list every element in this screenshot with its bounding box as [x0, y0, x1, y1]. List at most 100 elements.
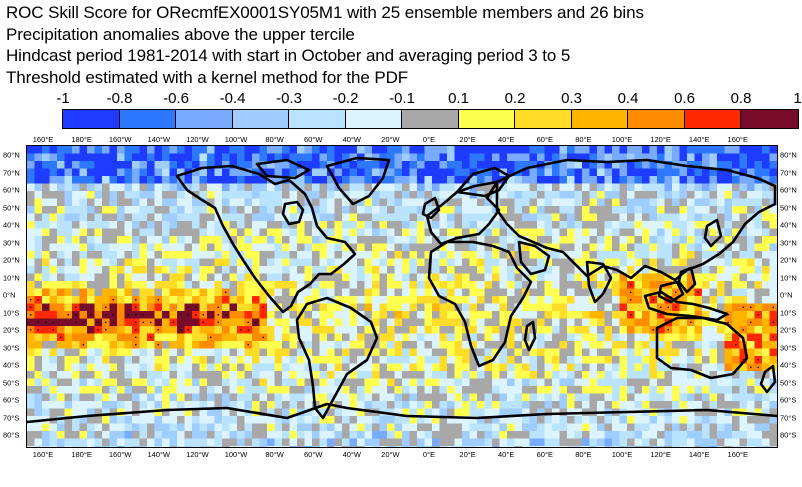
skill-cell — [402, 206, 410, 214]
skill-cell — [657, 228, 665, 237]
skill-cell — [402, 296, 410, 304]
skill-cell — [574, 206, 583, 214]
skill-cell — [87, 251, 95, 259]
skill-cell — [762, 423, 770, 432]
skill-cell — [334, 281, 343, 289]
skill-cell — [769, 446, 777, 447]
skill-cell — [147, 281, 155, 289]
skill-cell — [124, 378, 133, 387]
skill-cell — [199, 153, 208, 162]
skill-cell — [312, 408, 320, 417]
skill-cell — [259, 236, 268, 244]
skill-cell — [102, 176, 110, 184]
skill-cell — [124, 446, 133, 447]
skill-cell — [102, 243, 110, 252]
skill-cell — [192, 251, 200, 259]
significance-dot — [742, 306, 745, 309]
skill-cell — [282, 273, 290, 282]
skill-cell — [289, 168, 298, 177]
skill-cell — [627, 393, 635, 402]
skill-cell — [177, 288, 185, 297]
skill-cell — [559, 363, 568, 372]
skill-cell — [357, 266, 365, 274]
skill-cell — [342, 273, 350, 282]
skill-cell — [57, 161, 65, 169]
skill-cell — [64, 258, 73, 267]
skill-cell — [27, 371, 35, 379]
skill-cell — [762, 318, 770, 327]
skill-cell — [522, 378, 530, 387]
skill-cell — [417, 371, 425, 379]
skill-cell — [57, 266, 65, 274]
skill-cell — [724, 146, 733, 154]
skill-cell — [94, 446, 103, 447]
skill-cell — [312, 386, 320, 394]
skill-cell — [229, 393, 238, 402]
skill-cell — [462, 303, 470, 312]
skill-cell — [214, 228, 223, 237]
skill-cell — [117, 296, 125, 304]
skill-cell — [267, 326, 275, 334]
skill-cell — [447, 213, 455, 222]
skill-cell — [567, 416, 575, 424]
skill-cell — [589, 183, 598, 192]
skill-cell — [604, 288, 613, 297]
skill-cell — [679, 228, 688, 237]
skill-cell — [109, 153, 118, 162]
skill-cell — [649, 378, 658, 387]
skill-cell — [229, 221, 238, 229]
skill-cell — [79, 221, 88, 229]
skill-cell — [42, 146, 50, 154]
skill-cell — [319, 311, 328, 319]
skill-cell — [694, 198, 703, 207]
skill-cell — [619, 153, 628, 162]
skill-cell — [402, 311, 410, 319]
skill-cell — [484, 273, 493, 282]
skill-cell — [567, 431, 575, 439]
significance-dot — [194, 313, 197, 316]
skill-cell — [687, 363, 695, 372]
skill-cell — [424, 408, 433, 417]
skill-cell — [342, 296, 350, 304]
skill-cell — [319, 266, 328, 274]
skill-cell — [42, 311, 50, 319]
skill-cell — [139, 423, 148, 432]
skill-cell — [177, 296, 185, 304]
significance-dot — [37, 321, 40, 324]
skill-cell — [619, 168, 628, 177]
skill-cell — [507, 221, 515, 229]
skill-cell — [394, 333, 403, 342]
skill-cell — [297, 423, 305, 432]
skill-cell — [582, 153, 590, 162]
skill-cell — [619, 311, 628, 319]
skill-cell — [222, 161, 230, 169]
skill-cell — [754, 303, 763, 312]
skill-cell — [567, 258, 575, 267]
skill-cell — [469, 228, 478, 237]
skill-cell — [462, 213, 470, 222]
skill-cell — [454, 408, 463, 417]
skill-cell — [357, 386, 365, 394]
skill-cell — [357, 408, 365, 417]
skill-cell — [207, 288, 215, 297]
skill-cell — [754, 326, 763, 334]
skill-cell — [94, 198, 103, 207]
skill-cell — [319, 393, 328, 402]
skill-cell — [312, 191, 320, 199]
skill-cell — [162, 258, 170, 267]
skill-cell — [237, 333, 245, 342]
skill-cell — [604, 303, 613, 312]
skill-cell — [184, 183, 193, 192]
skill-cell — [94, 176, 103, 184]
skill-cell — [117, 416, 125, 424]
skill-cell — [447, 161, 455, 169]
skill-cell — [529, 251, 538, 259]
skill-cell — [537, 258, 545, 267]
skill-cell — [754, 228, 763, 237]
significance-dot — [629, 283, 632, 286]
skill-cell — [237, 153, 245, 162]
skill-cell — [192, 146, 200, 154]
skill-cell — [244, 401, 253, 409]
skill-cell — [102, 153, 110, 162]
skill-cell — [304, 251, 313, 259]
